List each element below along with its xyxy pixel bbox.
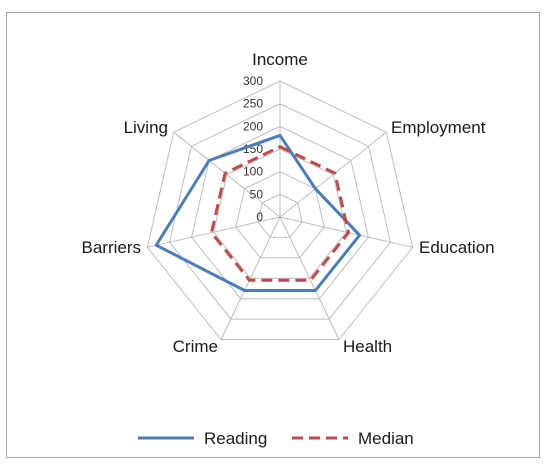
category-label-education: Education — [419, 238, 495, 257]
category-label-income: Income — [252, 50, 308, 69]
tick-label-200: 200 — [243, 119, 263, 133]
spoke-barriers — [147, 216, 281, 248]
legend-label-median: Median — [358, 429, 414, 448]
spoke-employment — [279, 131, 387, 218]
category-labels: Income Employment Education Health Crime Barr… — [81, 50, 494, 356]
chart-area — [6, 12, 540, 458]
tick-label-0: 0 — [256, 210, 263, 224]
grid-ring-1 — [257, 193, 303, 238]
spoke-living — [173, 131, 281, 218]
grid-ring-4 — [191, 125, 369, 300]
series-reading — [154, 133, 362, 292]
spoke-crime — [220, 216, 281, 340]
spoke-education — [279, 216, 413, 248]
grid-ring-2 — [235, 171, 325, 259]
tick-label-100: 100 — [243, 165, 263, 179]
series-median — [210, 145, 350, 282]
grid-ring-5 — [168, 103, 392, 320]
category-label-barriers: Barriers — [81, 238, 141, 257]
grid-ring-3 — [213, 148, 347, 279]
legend-label-reading: Reading — [204, 429, 267, 448]
legend: Reading Median — [138, 429, 414, 448]
radar-grid — [146, 80, 414, 340]
tick-label-50: 50 — [250, 187, 264, 201]
tick-label-250: 250 — [243, 97, 263, 111]
grid-ring-6 — [146, 80, 414, 340]
category-label-employment: Employment — [391, 118, 486, 137]
category-label-living: Living — [124, 118, 168, 137]
category-label-health: Health — [343, 337, 392, 356]
spoke-health — [279, 216, 340, 340]
tick-label-300: 300 — [243, 74, 263, 88]
radar-series — [154, 133, 362, 292]
category-label-crime: Crime — [173, 337, 218, 356]
